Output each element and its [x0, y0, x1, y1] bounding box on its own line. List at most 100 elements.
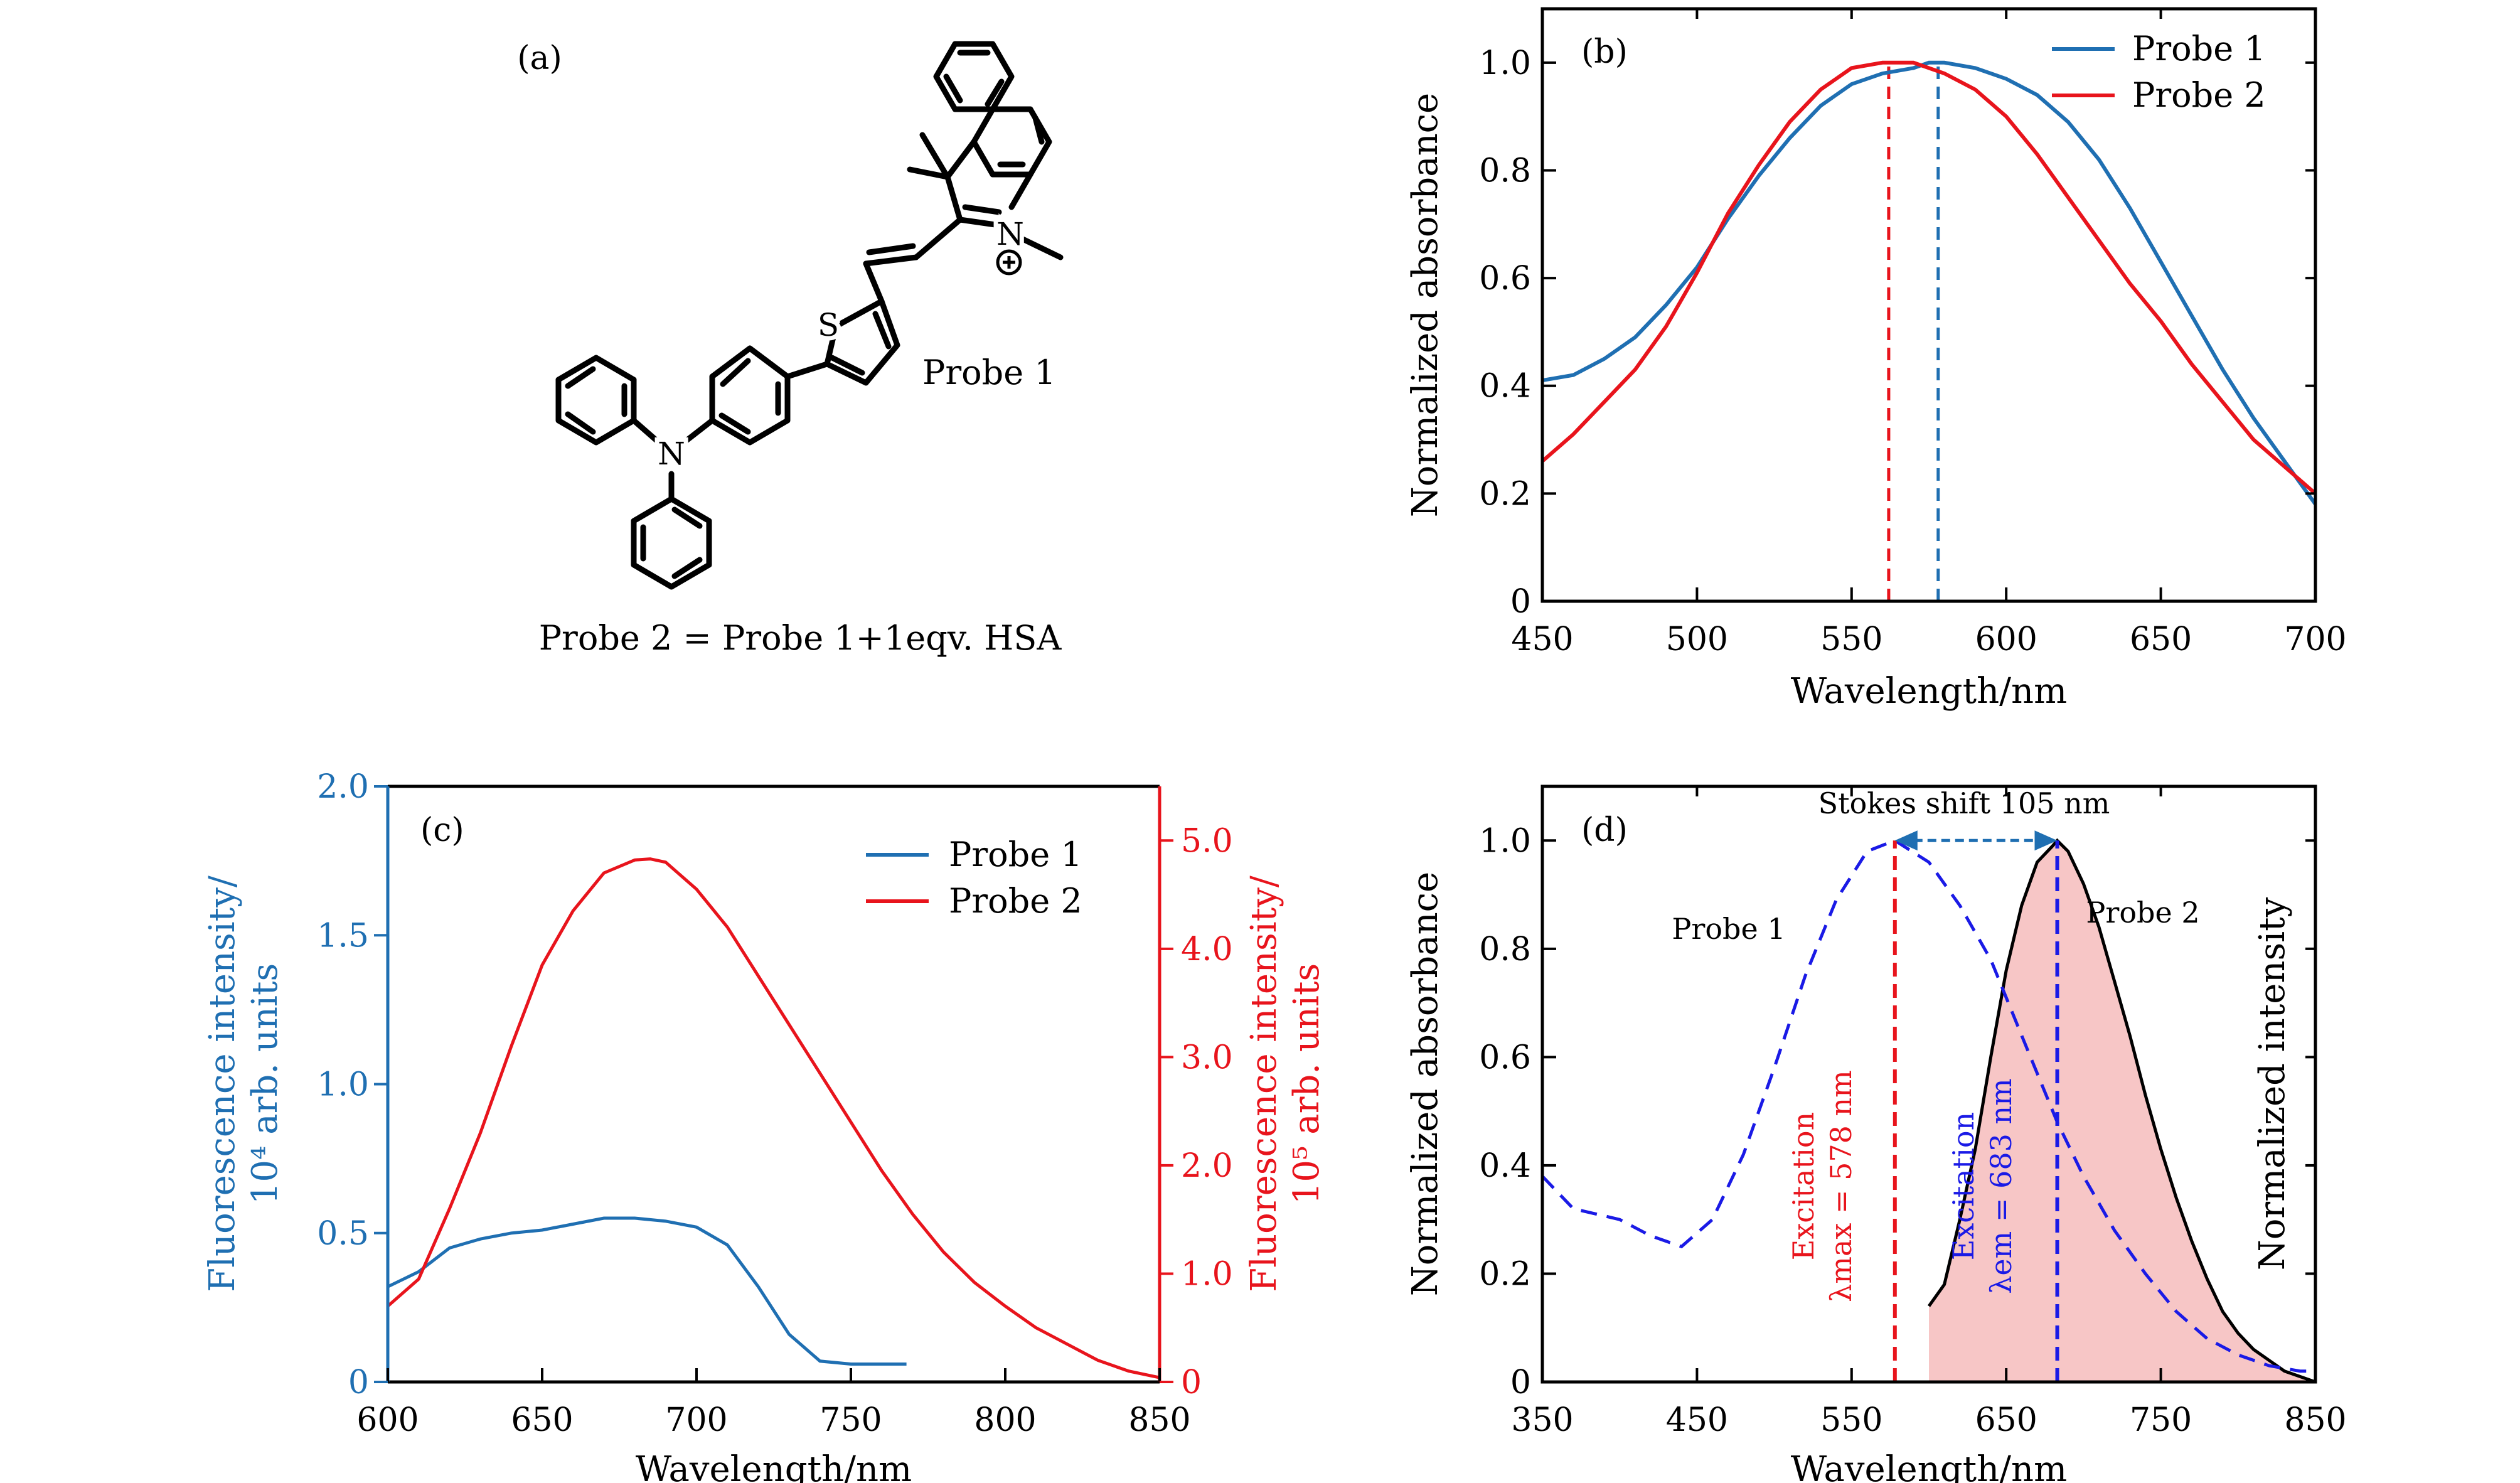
panel-d-frame [1540, 784, 2317, 1384]
panel-d-right-axis-title: Normalized intensity [2252, 897, 2293, 1270]
panel-c-right-y-title-line-1: Fluorescence intensity/ [1244, 875, 1284, 1292]
y-tick-label-right: 2.0 [1181, 1147, 1233, 1185]
probe-1-structure-drawing [555, 41, 1064, 590]
y-tick-label-left: 1.0 [317, 1066, 369, 1104]
y-tick-label: 0.2 [1479, 1255, 1531, 1293]
y-tick-label-right: 1.0 [1181, 1255, 1233, 1293]
panel-a-label: (a) [517, 40, 562, 77]
x-tick-label: 750 [820, 1401, 882, 1439]
y-tick-label-left: 0 [348, 1364, 369, 1401]
excitation-max-annotation: Excitation λmax = 578 nm [1786, 1070, 1858, 1302]
probe-2-curve-label: Probe 2 [2086, 896, 2199, 929]
x-tick-label: 850 [1128, 1401, 1190, 1439]
y-tick-label-right: 0 [1181, 1364, 1202, 1401]
panel-c-x-axis-title: Wavelength/nm [636, 1449, 912, 1483]
x-tick-label: 850 [2284, 1401, 2346, 1439]
y-tick-label: 0.2 [1479, 475, 1531, 513]
panel-d-plot-area [1541, 830, 2316, 1384]
x-tick-label: 650 [1975, 1401, 2037, 1439]
panel-a-structure: (a) [517, 40, 1064, 658]
y-tick-label: 0 [1510, 1364, 1531, 1401]
arrowhead-right [2034, 830, 2058, 851]
y-tick-label-left: 1.5 [317, 917, 369, 955]
y-tick-label-right: 4.0 [1181, 931, 1233, 968]
panel-a-footnote: Probe 2 = Probe 1+1eqv. HSA [539, 618, 1062, 658]
atom-label-n-amine: N [658, 436, 685, 472]
x-tick-label: 750 [2130, 1401, 2192, 1439]
panel-b-plot-area [1541, 60, 2317, 601]
panel-c-label: (c) [420, 811, 464, 849]
series-line-probe-1 [387, 1216, 907, 1366]
panel-c-plot-area [387, 857, 1160, 1379]
panel-c-right-y-title-line-2: 10⁵ arb. units [1286, 963, 1327, 1204]
legend-label-probe-1: Probe 1 [2132, 29, 2266, 68]
series-line-probe-1 [1541, 838, 2315, 1373]
x-tick-label: 800 [974, 1401, 1036, 1439]
x-tick-label: 450 [1511, 621, 1573, 658]
x-tick-label: 350 [1511, 1401, 1573, 1439]
panel-d-y-axis-title: Normalized absorbance [1405, 872, 1446, 1296]
stokes-shift-label: Stokes shift 105 nm [1818, 786, 2110, 820]
panel-b-y-axis-title: Normalized absorbance [1405, 93, 1446, 517]
series-line-probe-1 [1542, 60, 2317, 506]
x-tick-label: 500 [1666, 621, 1728, 658]
x-tick-label: 450 [1666, 1401, 1728, 1439]
y-tick-label: 0.4 [1479, 368, 1531, 405]
x-tick-label: 650 [511, 1401, 573, 1439]
panel-c-left-y-axis-title: Fluorescence intensity/ 10⁴ arb. units [202, 875, 286, 1292]
y-tick-label-right: 3.0 [1181, 1039, 1233, 1076]
panel-b-chart: (b) 450 500 550 600 650 700 0 0.2 0.4 0.6 0.8 1.0 W… [1405, 7, 2347, 712]
y-tick-label: 0.6 [1479, 260, 1531, 297]
y-tick-label-right: 5.0 [1181, 822, 1233, 860]
x-tick-label: 700 [665, 1401, 727, 1439]
x-tick-label: 600 [356, 1401, 419, 1439]
panel-b-legend: Probe 1 Probe 2 [2052, 29, 2266, 115]
panel-b-frame [1540, 7, 2317, 603]
series-line-probe-2 [1927, 838, 2316, 1384]
arrowhead-left [1894, 830, 1918, 851]
probe-2-emission-fill [1929, 840, 2315, 1382]
excitation-max-line-1: Excitation [1786, 1112, 1820, 1260]
excitation-max-line-2: λmax = 578 nm [1824, 1070, 1858, 1302]
y-tick-label-left: 2.0 [317, 768, 369, 806]
panel-b-label: (b) [1581, 33, 1628, 71]
panel-c-legend: Probe 1 Probe 2 [866, 835, 1082, 921]
panel-c-right-y-axis-title: Fluorescence intensity/ 10⁵ arb. units [1244, 875, 1327, 1292]
y-tick-label: 0.8 [1479, 931, 1531, 968]
panel-d-ticks: 350 450 550 650 750 850 0 0.2 0.4 0.6 0.8 1.0 [1479, 786, 2347, 1439]
panel-d-label: (d) [1581, 811, 1628, 849]
series-line-probe-2 [1541, 60, 2317, 495]
y-tick-label: 1.0 [1479, 822, 1531, 860]
y-tick-label: 1.0 [1479, 45, 1531, 82]
legend-label-probe-1: Probe 1 [949, 835, 1082, 874]
y-tick-label: 0.8 [1479, 152, 1531, 190]
x-tick-label: 550 [1820, 621, 1882, 658]
y-tick-label: 0.4 [1479, 1147, 1531, 1185]
excitation-em-line-1: Excitation [1946, 1112, 1980, 1260]
x-tick-label: 550 [1820, 1401, 1882, 1439]
x-tick-label: 700 [2284, 621, 2346, 658]
positive-charge-icon [996, 249, 1022, 276]
panel-b-x-axis-title: Wavelength/nm [1791, 671, 2067, 712]
excitation-em-line-2: λem = 683 nm [1984, 1078, 2018, 1293]
y-tick-label: 0.6 [1479, 1039, 1531, 1076]
y-tick-label: 0 [1510, 583, 1531, 621]
panel-b-ticks: 450 500 550 600 650 700 0 0.2 0.4 0.6 0.8 1.0 [1479, 9, 2347, 658]
x-tick-label: 600 [1975, 621, 2037, 658]
panel-c-ticks: 600 650 700 750 800 85000.51.01.52.001.02.03.… [317, 768, 1232, 1439]
structure-label-probe-1: Probe 1 [922, 353, 1056, 392]
atom-label-s: S [818, 307, 839, 343]
y-tick-label-left: 0.5 [317, 1215, 369, 1253]
legend-label-probe-2: Probe 2 [2132, 75, 2266, 115]
excitation-em-annotation: Excitation λem = 683 nm [1946, 1078, 2018, 1293]
x-tick-label: 650 [2130, 621, 2192, 658]
probe-1-curve-label: Probe 1 [1672, 912, 1785, 946]
panel-c-left-y-title-line-1: Fluorescence intensity/ [202, 875, 243, 1292]
panel-c-left-y-title-line-2: 10⁴ arb. units [245, 963, 286, 1204]
panel-d-x-axis-title: Wavelength/nm [1791, 1449, 2067, 1483]
legend-label-probe-2: Probe 2 [949, 881, 1082, 921]
panel-c-chart: (c) 600 650 700 750 800 85000.51.01.52.001.02… [202, 768, 1327, 1483]
series-line-probe-2 [387, 857, 1160, 1379]
panel-d-chart: (d) 350 450 550 650 750 850 0 0.2 0.4 0.6 0.8 1.0 W… [1405, 784, 2347, 1483]
